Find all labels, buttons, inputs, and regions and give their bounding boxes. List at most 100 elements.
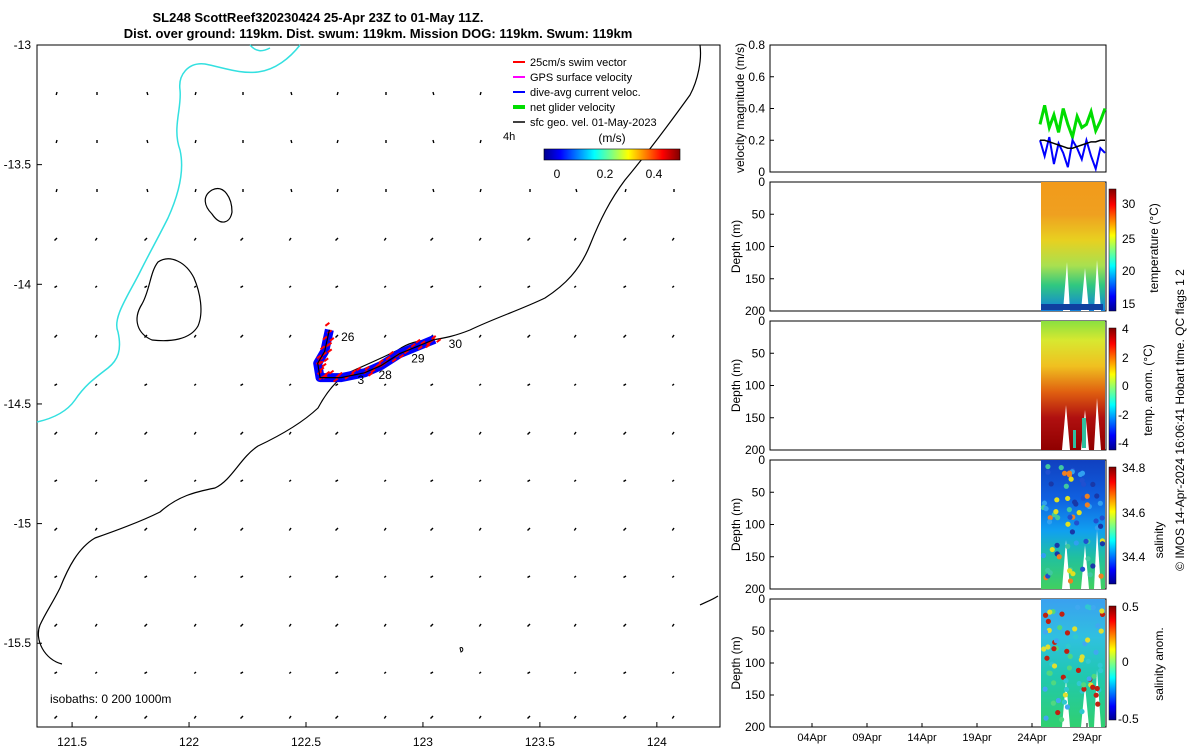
- current-arrow: [430, 575, 434, 579]
- swim-vector: [426, 340, 432, 346]
- current-arrow: [383, 383, 387, 387]
- legend-swim-label: 25cm/s swim vector: [530, 57, 627, 69]
- temperature-gaps: [1063, 260, 1101, 311]
- current-arrow: [240, 334, 244, 338]
- sample-dot: [1082, 640, 1088, 647]
- current-arrow: [573, 479, 577, 483]
- salinity-anom-colorbar: [1108, 605, 1117, 721]
- date-tick-label-5: 29Apr: [1072, 732, 1102, 744]
- temp-anom-ylabel: Depth (m): [729, 359, 743, 412]
- date-tick-label-2: 14Apr: [907, 732, 937, 744]
- sample-dot: [1066, 665, 1073, 671]
- legend-net-label: net glider velocity: [530, 102, 615, 114]
- sample-dot: [1098, 573, 1104, 579]
- day-label-30: 30: [449, 337, 463, 351]
- anom-cb-m2: -2: [1118, 408, 1129, 422]
- temperature-ytick-label-0: 0: [758, 175, 765, 189]
- isobath-note: isobaths: 0 200 1000m: [50, 692, 171, 706]
- salinity-panel: 34.8 34.6 34.4 salinity: [769, 459, 1166, 590]
- depth-ticks: 0 50 100 150 200 Depth (m) 0 50 100 150 200 Depth (…: [729, 175, 774, 734]
- current-arrow: [573, 715, 577, 719]
- swim-vector: [388, 350, 394, 356]
- current-arrow: [194, 91, 197, 96]
- sample-dot: [1067, 653, 1073, 659]
- current-arrow: [336, 139, 339, 144]
- current-arrow: [240, 237, 244, 241]
- current-arrow: [144, 383, 148, 387]
- sample-dot: [1061, 699, 1068, 705]
- sample-dot: [1076, 680, 1082, 687]
- current-arrow: [573, 383, 577, 387]
- island-outline: [136, 258, 202, 342]
- swim-vector: [328, 369, 335, 375]
- current-arrow: [383, 715, 387, 719]
- sample-dot: [1091, 673, 1097, 679]
- swim-vector: [425, 343, 431, 349]
- current-arrow: [573, 671, 577, 675]
- sample-dot: [1097, 523, 1104, 529]
- swim-vector: [324, 321, 330, 327]
- sample-dot: [1063, 483, 1069, 489]
- map-ytick-label-1: -13.5: [4, 158, 32, 172]
- current-arrow: [335, 479, 339, 483]
- sample-dot: [1079, 477, 1085, 484]
- track-line: [317, 329, 435, 379]
- current-arrow: [193, 237, 197, 241]
- sample-dot: [1048, 481, 1054, 487]
- temperature-data: [1041, 182, 1105, 311]
- sample-dot: [1047, 570, 1053, 576]
- swim-vector: [319, 345, 326, 351]
- swim-vector: [364, 365, 370, 371]
- velocity-ylabel: velocity magnitude (m/s): [733, 43, 747, 173]
- glider-track: [313, 321, 442, 383]
- sample-dot: [1085, 658, 1091, 664]
- sample-dot: [1075, 667, 1082, 673]
- san-cb-05: 0.5: [1122, 600, 1139, 614]
- current-arrow: [240, 479, 244, 483]
- current-arrow: [623, 334, 627, 338]
- sample-dot: [1073, 540, 1079, 546]
- current-arrow: [383, 237, 387, 241]
- current-arrow: [144, 671, 148, 675]
- current-arrow: [288, 575, 292, 579]
- current-arrow: [146, 91, 149, 96]
- current-arrow: [194, 139, 197, 144]
- current-arrow: [55, 139, 58, 144]
- current-arrow: [383, 285, 387, 289]
- current-arrow: [478, 527, 482, 531]
- current-arrow: [94, 715, 98, 719]
- sample-dot: [1054, 497, 1060, 503]
- temp-cb-25: 25: [1122, 232, 1136, 246]
- map-xtick-label-1: 122: [179, 735, 199, 749]
- swim-vector: [391, 357, 397, 363]
- current-arrow: [193, 715, 197, 719]
- swim-vector: [370, 368, 376, 374]
- cyan-isobath: [36, 44, 301, 423]
- sample-dot: [1090, 604, 1096, 611]
- sample-dot: [1095, 623, 1101, 629]
- sal-cb-346: 34.6: [1122, 506, 1146, 520]
- map-xtick-label-4: 123.5: [525, 735, 555, 749]
- current-arrow: [623, 479, 627, 483]
- current-arrow: [527, 334, 531, 338]
- current-arrow: [54, 575, 58, 579]
- current-arrow: [240, 527, 244, 531]
- salinity-anom-cblabel: salinity anom.: [1152, 627, 1166, 700]
- sample-dot: [1079, 654, 1085, 660]
- temp-anom-ytick-label-2: 100: [745, 379, 765, 393]
- sal-cb-344: 34.4: [1122, 550, 1146, 564]
- current-arrow: [573, 575, 577, 579]
- sample-dot: [1051, 663, 1058, 669]
- current-arrow: [623, 575, 627, 579]
- salinity-anom-ylabel: Depth (m): [729, 636, 743, 689]
- current-arrow: [573, 237, 577, 241]
- current-arrow: [240, 671, 244, 675]
- sample-dot: [1042, 612, 1049, 618]
- current-arrow: [54, 623, 58, 627]
- current-arrow: [144, 285, 148, 289]
- current-arrow: [336, 91, 339, 96]
- current-arrow: [573, 623, 577, 627]
- current-arrow: [527, 527, 531, 531]
- temperature-panel: 30 25 20 15 temperature (°C): [769, 181, 1161, 312]
- temperature-ytick-label-3: 150: [745, 272, 765, 286]
